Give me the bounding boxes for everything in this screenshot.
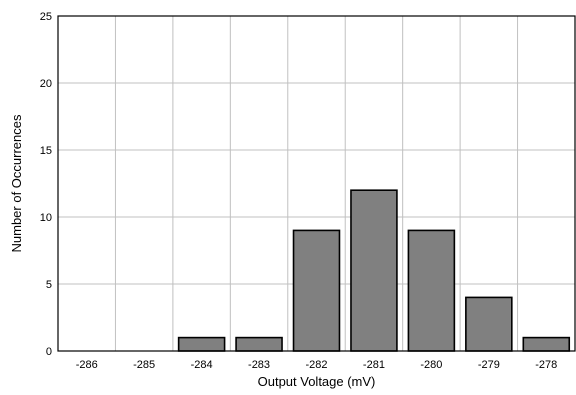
bar--280: [407, 229, 456, 352]
bar--279: [465, 296, 513, 352]
x-tick-label: -278: [535, 359, 557, 371]
y-tick-label: 0: [46, 346, 52, 358]
x-tick-label: -285: [133, 359, 155, 371]
x-tick-label: -283: [248, 359, 270, 371]
bar--282: [292, 229, 341, 352]
x-tick-label: -282: [305, 359, 327, 371]
x-axis-title: Output Voltage (mV): [258, 374, 376, 389]
y-tick-labels: 0 5 10 15 20 25: [40, 11, 52, 358]
y-axis-title: Number of Occurrences: [9, 114, 24, 252]
x-tick-label: -279: [478, 359, 500, 371]
y-tick-label: 20: [40, 78, 52, 90]
x-tick-label: -280: [420, 359, 442, 371]
bar--281: [350, 189, 398, 352]
bar--278: [522, 336, 571, 352]
bars: [177, 189, 571, 352]
x-tick-label: -284: [191, 359, 213, 371]
y-tick-label: 25: [40, 11, 52, 23]
y-tick-label: 10: [40, 212, 52, 224]
bar--284: [177, 336, 226, 352]
plot-frame: [57, 15, 576, 352]
x-tick-labels: -286 -285 -284 -283 -282 -281 -280 -279 -278: [76, 359, 558, 371]
y-tick-label: 5: [46, 279, 52, 291]
bar--283: [235, 336, 283, 352]
x-tick-label: -286: [76, 359, 98, 371]
x-tick-label: -281: [363, 359, 385, 371]
y-tick-label: 15: [40, 145, 52, 157]
